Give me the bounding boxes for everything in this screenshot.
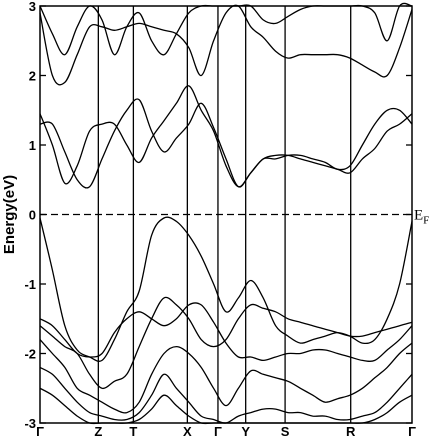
y-tick-label: -1	[24, 277, 36, 292]
band-line-1	[39, 2, 413, 56]
band-line-8	[39, 339, 413, 414]
band-line-3	[39, 85, 413, 188]
x-tick-label: T	[129, 424, 137, 436]
y-tick-label: -3	[24, 416, 36, 431]
x-tick-label: Γ	[36, 424, 44, 436]
y-axis-label: Energy(eV)	[1, 175, 18, 254]
x-tick-label: Γ	[214, 424, 222, 436]
y-tick-label: 0	[29, 208, 36, 223]
band-line-4	[39, 98, 413, 189]
y-tick-label: -2	[24, 347, 36, 362]
y-axis-ticks: 3 2 1 0 -1 -2 -3	[24, 0, 412, 431]
fermi-label-main: E	[414, 208, 423, 224]
x-tick-label: R	[346, 424, 356, 436]
fermi-label-subscript: F	[423, 215, 429, 227]
band-line-7	[39, 296, 413, 390]
x-tick-label: Y	[241, 424, 250, 436]
band-line-2	[39, 4, 413, 86]
x-tick-label: X	[183, 424, 192, 436]
x-tick-label: Z	[94, 424, 102, 436]
band-line-6	[39, 302, 413, 362]
band-line-9	[39, 366, 413, 424]
x-tick-label: S	[281, 424, 290, 436]
y-tick-label: 2	[29, 69, 36, 84]
y-tick-label: 3	[29, 0, 36, 14]
band-lines	[39, 2, 413, 425]
fermi-level-label: EF	[414, 208, 429, 227]
y-tick-label: 1	[29, 138, 36, 153]
kpoint-dividers	[97, 6, 352, 423]
x-tick-label: Γ	[408, 424, 416, 436]
